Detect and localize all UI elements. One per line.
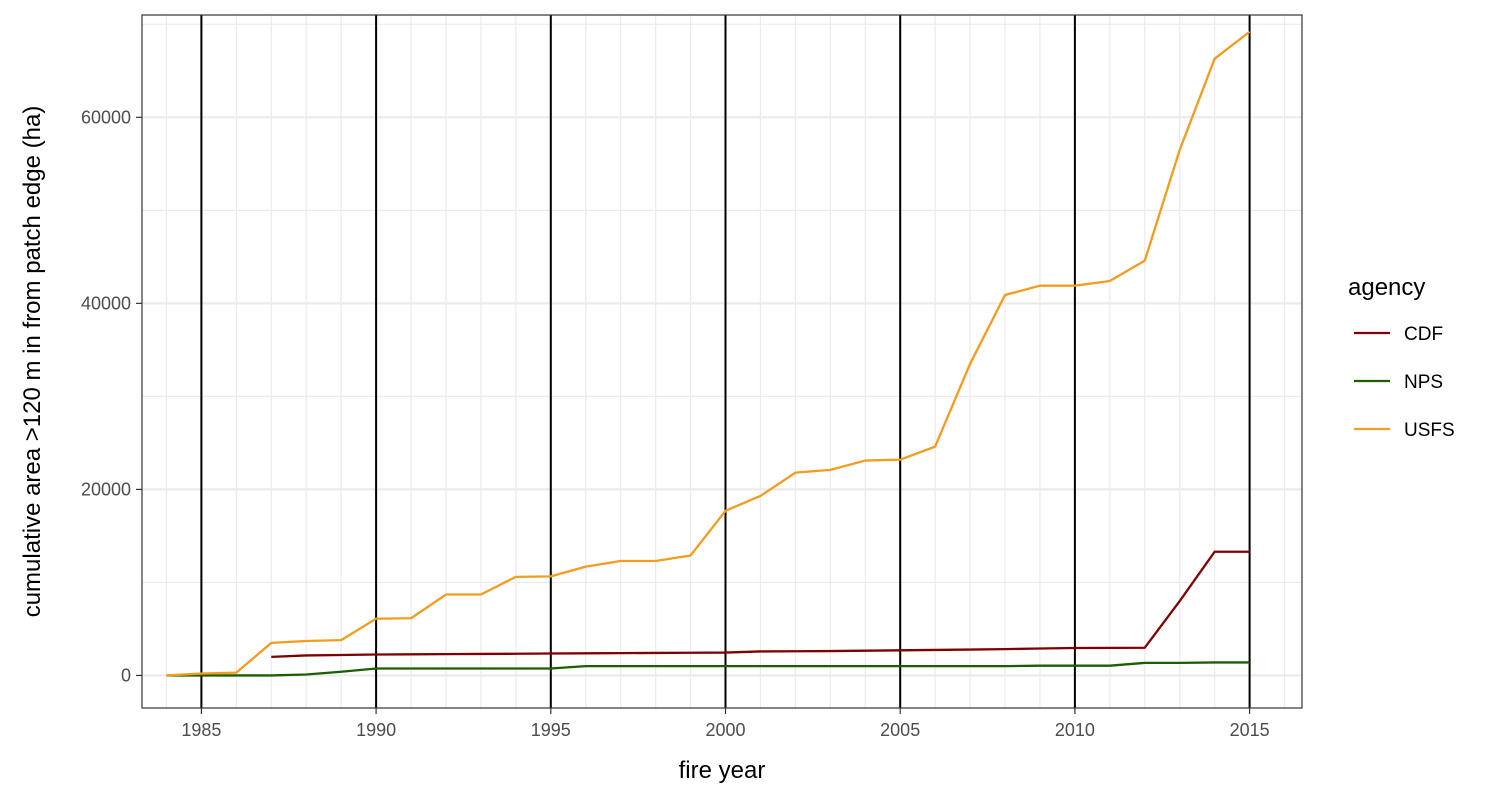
legend: agency CDF NPS USFS [1348, 274, 1455, 441]
x-axis-title: fire year [679, 757, 766, 784]
x-tick-label: 2010 [1055, 720, 1095, 740]
legend-title: agency [1348, 274, 1425, 301]
series-line-nps [166, 661, 1250, 677]
grid [142, 15, 1302, 708]
panel-border [141, 14, 1303, 709]
legend-label-nps: NPS [1404, 372, 1443, 393]
series-line-cdf [271, 550, 1250, 658]
series-line-usfs [166, 30, 1251, 677]
y-tick-label: 0 [121, 665, 131, 685]
x-tick-label: 1985 [181, 720, 221, 740]
x-tick-label: 1995 [531, 720, 571, 740]
x-tick-label: 2005 [880, 720, 920, 740]
vertical-reference-lines [200, 15, 1251, 708]
legend-items: CDF NPS USFS [1354, 324, 1455, 441]
series-lines [166, 30, 1251, 677]
x-tick-label: 2000 [705, 720, 745, 740]
y-tick-label: 40000 [81, 293, 131, 313]
y-tick-label: 20000 [81, 479, 131, 499]
y-axis: 0 20000 40000 60000 [81, 107, 142, 685]
y-tick-label: 60000 [81, 107, 131, 127]
x-tick-label: 1990 [356, 720, 396, 740]
y-axis-title: cumulative area >120 m in from patch edg… [19, 106, 46, 618]
legend-label-usfs: USFS [1404, 420, 1455, 441]
legend-label-cdf: CDF [1404, 324, 1443, 345]
x-axis: 1985 1990 1995 2000 2005 2010 2015 [181, 708, 1270, 740]
x-tick-label: 2015 [1230, 720, 1270, 740]
